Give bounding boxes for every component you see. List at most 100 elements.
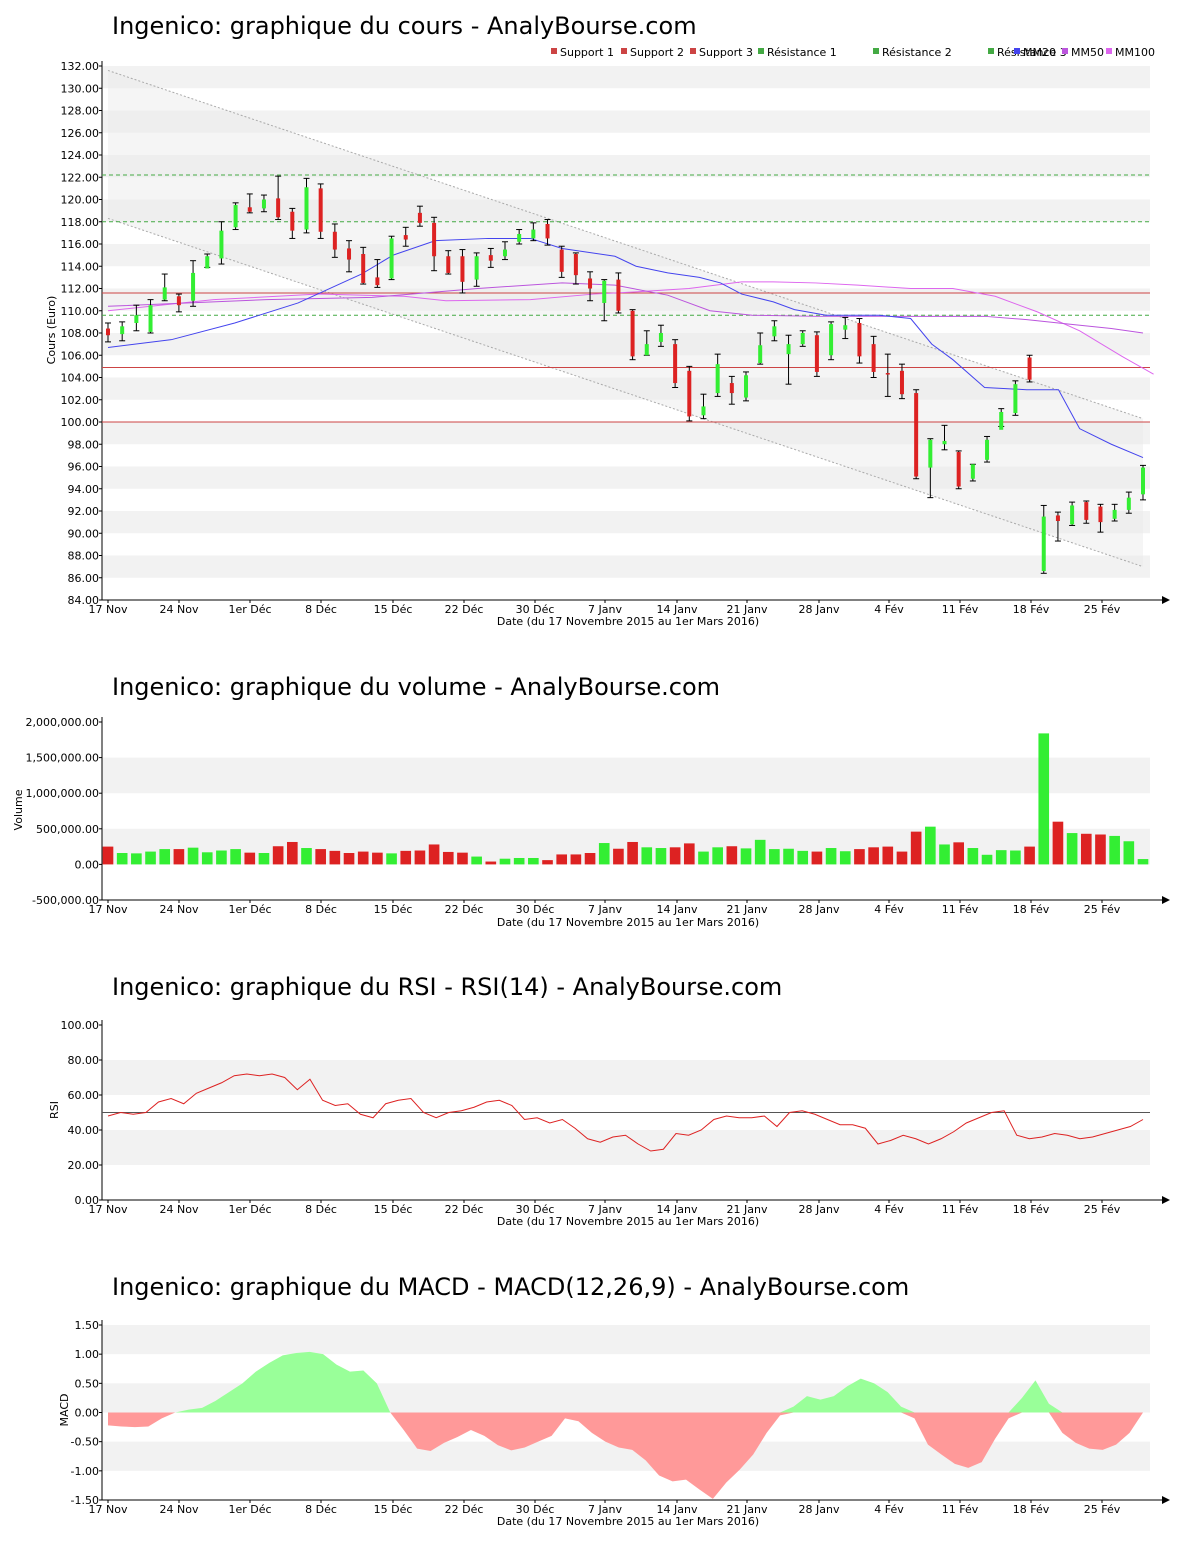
candle-down [460,256,465,282]
volume-bar-down [726,846,738,865]
volume-grid-band [102,757,1150,794]
candle-up [1070,505,1075,525]
price-grid-band [102,422,1150,445]
price-y-tick-label: 106.00 [61,349,100,362]
volume-bar-down [1024,846,1035,865]
candle-down [403,235,408,240]
candle-down [332,231,337,250]
price-y-tick-label: 132.00 [61,60,100,73]
volume-bar-up [641,847,653,865]
candle-up [786,344,791,355]
candle-down [488,255,493,261]
price-y-tick-label: 128.00 [61,105,100,118]
rsi-y-tick-label: 20.00 [68,1159,100,1172]
candle-up [219,230,224,259]
price-x-tick-label: 24 Nov [160,603,199,616]
legend-swatch [551,48,557,54]
price-x-tick-label: 1er Déc [228,603,271,616]
candle-up [658,333,663,342]
volume-bar-up [230,849,241,865]
price-y-tick-label: 120.00 [61,194,100,207]
legend-item-label: Support 1 [560,46,614,59]
price-x-tick-label: 7 Janv [588,603,622,616]
volume-bar-down [244,852,256,865]
candle-down [1084,502,1089,520]
macd-x-tick-label: 17 Nov [89,1503,128,1516]
macd-x-tick-label: 11 Fév [942,1503,979,1516]
price-x-tick-label: 8 Déc [305,603,337,616]
volume-bar-down [910,831,922,865]
price-y-tick-label: 92.00 [68,505,100,518]
volume-chart: -500,000.00 0.00 500,000.00 1,000,000.00 1,5… [26,716,1170,916]
macd-x-tick-label: 15 Déc [374,1503,413,1516]
candle-up [531,229,536,239]
volume-bar-down [272,846,284,865]
volume-bar-up [712,847,723,865]
macd-x-tick-label: 24 Nov [160,1503,199,1516]
volume-bar-down [584,853,596,865]
macd-x-tick-label: 21 Janv [727,1503,768,1516]
rsi-chart: 0.00 20.00 40.00 60.00 80.00 100.00 17 Nov 24 N… [61,1019,1170,1216]
price-grid-band [102,155,1150,178]
macd-negative-area [108,1412,1143,1499]
rsi-x-axis-label: Date (du 17 Novembre 2015 au 1er Mars 20… [497,1215,759,1228]
volume-bar-down [485,861,497,865]
price-y-tick-label: 86.00 [68,572,100,585]
volume-bar-down [357,851,369,865]
volume-bar-up [499,858,511,865]
macd-x-tick-label: 4 Fév [874,1503,904,1516]
candle-down [559,249,564,272]
volume-bar-up [698,851,709,865]
macd-x-tick-label: 7 Janv [588,1503,622,1516]
price-grid-band [102,466,1150,489]
rsi-y-tick-label: 100.00 [61,1019,100,1032]
candle-up [1041,516,1046,572]
rsi-x-tick-label: 4 Fév [874,1203,904,1216]
volume-bar-up [513,857,525,865]
candle-down [956,452,961,487]
candle-up [602,280,607,303]
candle-up [134,315,139,323]
volume-bar-up [116,853,128,865]
candle-up [942,440,947,445]
volume-y-tick-label: 2,000,000.00 [26,716,99,729]
volume-bar-down [896,851,908,865]
price-grid-band [102,199,1150,222]
volume-bar-up [1066,833,1078,865]
price-x-tick-label: 22 Déc [445,603,484,616]
volume-bar-down [542,860,553,865]
volume-bar-down [683,843,695,865]
legend-item-label: MM20 [1023,46,1056,59]
price-x-tick-label: 11 Fév [942,603,979,616]
price-y-tick-label: 130.00 [61,82,100,95]
volume-x-tick-label: 22 Déc [445,903,484,916]
volume-bar-down [1080,833,1092,865]
candle-up [233,205,238,228]
volume-x-tick-label: 30 Déc [516,903,555,916]
candle-up [928,439,933,468]
rsi-x-tick-label: 1er Déc [228,1203,271,1216]
volume-x-tick-label: 4 Fév [874,903,904,916]
volume-y-tick-label: -500,000.00 [32,894,99,907]
candle-down [347,248,352,260]
price-y-tick-label: 118.00 [61,216,100,229]
volume-x-tick-label: 15 Déc [374,903,413,916]
price-y-tick-label: 108.00 [61,327,100,340]
rsi-x-tick-label: 25 Fév [1084,1203,1121,1216]
candle-up [744,375,749,398]
volume-bar-up [145,851,156,865]
price-grid-band [102,66,1150,89]
volume-chart-title: Ingenico: graphique du volume - AnalyBou… [112,673,720,701]
price-grid-band [102,555,1150,578]
candle-up [985,439,990,460]
volume-bar-up [1010,850,1021,865]
volume-bar-down [953,842,965,865]
candle-up [644,344,649,356]
price-x-tick-label: 21 Janv [727,603,768,616]
price-x-tick-label: 25 Fév [1084,603,1121,616]
rsi-x-tick-label: 15 Déc [374,1203,413,1216]
legend-swatch [1014,48,1020,54]
mm50-line [107,282,1144,334]
candle-down [687,370,692,417]
price-x-tick-label: 30 Déc [516,603,555,616]
